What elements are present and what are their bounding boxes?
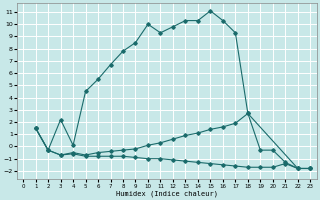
X-axis label: Humidex (Indice chaleur): Humidex (Indice chaleur) bbox=[116, 190, 218, 197]
